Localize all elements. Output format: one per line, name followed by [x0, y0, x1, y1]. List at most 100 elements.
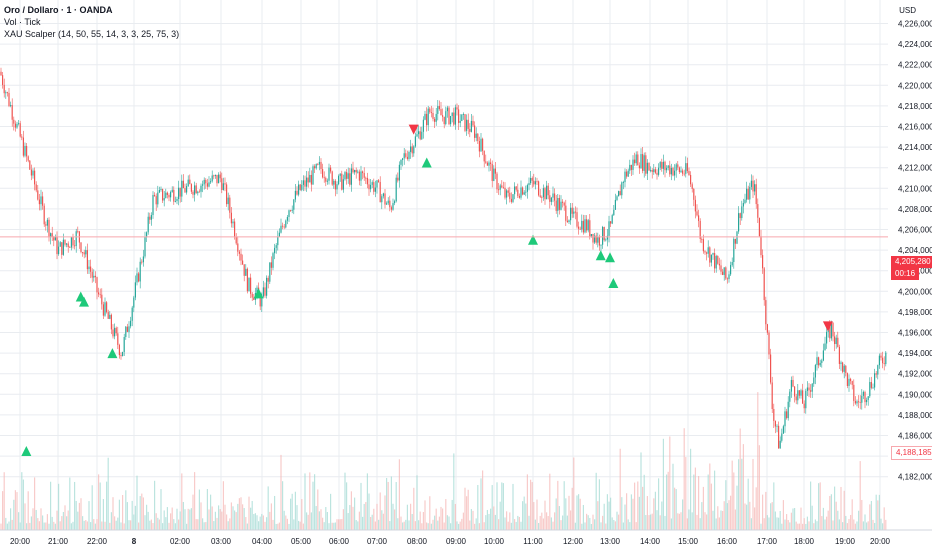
candle-body	[741, 206, 743, 219]
volume-bar	[832, 520, 834, 530]
symbol-title[interactable]: Oro / Dollaro · 1 · OANDA	[4, 5, 113, 15]
candle-body	[779, 440, 781, 449]
buy-signal-marker[interactable]	[421, 157, 432, 168]
candle-body	[72, 237, 74, 246]
candle-body	[696, 211, 698, 216]
time-tick-label: 18:00	[794, 537, 815, 546]
volume-bar	[91, 485, 93, 530]
volume-bar	[390, 476, 392, 530]
candle-body	[198, 191, 200, 193]
volume-bar	[808, 521, 810, 530]
price-tick-label: 4,210,000	[898, 184, 932, 193]
volume-bar	[630, 494, 632, 530]
volume-bar	[642, 486, 644, 530]
volume-bar	[78, 502, 80, 530]
volume-bar	[150, 519, 152, 530]
candle-body	[478, 140, 480, 152]
volume-bar	[294, 491, 296, 530]
buy-signal-marker[interactable]	[605, 252, 615, 263]
volume-bar	[205, 522, 207, 530]
candle-body	[26, 145, 28, 157]
buy-signal-marker[interactable]	[595, 250, 606, 261]
candle-body	[517, 189, 519, 196]
volume-bar	[568, 495, 570, 530]
volume-bar	[856, 521, 858, 530]
volume-bar	[640, 452, 642, 530]
volume-bar	[106, 481, 108, 530]
candle-body	[472, 120, 474, 126]
time-tick-label: 22:00	[87, 537, 108, 546]
volume-bar	[861, 499, 863, 530]
buy-signal-marker[interactable]	[608, 278, 619, 289]
candle-body	[221, 178, 223, 190]
volume-bar	[190, 508, 192, 530]
volume-bar	[787, 520, 789, 530]
buy-signal-marker[interactable]	[253, 288, 264, 299]
volume-bar	[22, 479, 24, 530]
volume-bar	[389, 521, 391, 530]
volume-bar	[186, 523, 188, 530]
time-axis[interactable]: 20:00 21:00 22:00 8 02:00 03:00 04:00 05:00 06:0…	[0, 529, 932, 550]
candle-body	[648, 162, 650, 171]
candle-body	[134, 282, 136, 298]
candle-body	[587, 220, 589, 231]
volume-bar	[883, 507, 885, 530]
time-tick-label: 17:00	[757, 537, 778, 546]
volume-bar	[573, 457, 575, 530]
candle-body	[80, 242, 82, 253]
volume-bar	[366, 473, 368, 530]
candle-body	[366, 177, 368, 185]
sell-signal-marker[interactable]	[822, 321, 833, 332]
candle-body	[58, 246, 60, 255]
volume-bar	[254, 513, 256, 530]
time-tick-label: 12:00	[563, 537, 584, 546]
candle-body	[232, 221, 234, 224]
volume-bar	[691, 512, 693, 530]
volume-bar	[98, 474, 100, 530]
volume-bar	[66, 516, 68, 530]
candle-body	[283, 226, 285, 228]
volume-bar	[731, 460, 733, 530]
candle-body	[570, 207, 572, 221]
volume-bar	[694, 467, 696, 530]
buy-signal-marker[interactable]	[21, 445, 32, 456]
candle-body	[558, 197, 560, 210]
candle-body	[722, 271, 724, 275]
candle-body	[256, 287, 258, 293]
volume-bar	[656, 510, 658, 530]
volume-bar	[342, 509, 344, 530]
volume-bar	[576, 495, 578, 530]
volume-bar	[666, 474, 668, 530]
volume-bar	[822, 507, 824, 530]
volume-bar	[483, 522, 485, 530]
candle-body	[70, 237, 72, 248]
volume-bar	[323, 522, 325, 530]
candle-body	[317, 164, 319, 165]
candle-body	[826, 331, 828, 344]
candle-body	[502, 187, 504, 189]
volume-bar	[614, 521, 616, 530]
buy-signal-marker[interactable]	[107, 348, 118, 359]
volume-bar	[451, 499, 453, 530]
scalper-indicator-label[interactable]: XAU Scalper (14, 50, 55, 14, 3, 3, 25, 7…	[4, 29, 180, 39]
sell-signal-marker[interactable]	[408, 124, 419, 135]
volume-bar	[275, 523, 277, 530]
candle-body	[296, 190, 298, 195]
time-tick-label: 13:00	[600, 537, 621, 546]
buy-signal-marker[interactable]	[528, 234, 538, 245]
buy-signal-marker[interactable]	[79, 296, 89, 307]
volume-bar	[262, 515, 264, 530]
candle-body	[771, 382, 773, 409]
volume-bar	[42, 515, 44, 530]
current-price-badge: 4,205,280	[891, 256, 932, 268]
candle-body	[349, 173, 351, 185]
candle-body	[24, 145, 26, 156]
candle-body	[157, 192, 159, 205]
candle-body	[725, 267, 727, 279]
candle-body	[304, 180, 306, 187]
volume-bar	[138, 522, 140, 530]
candle-body	[363, 173, 365, 178]
volume-indicator-label[interactable]: Vol · Tick	[4, 17, 41, 27]
volume-bar	[232, 506, 234, 530]
